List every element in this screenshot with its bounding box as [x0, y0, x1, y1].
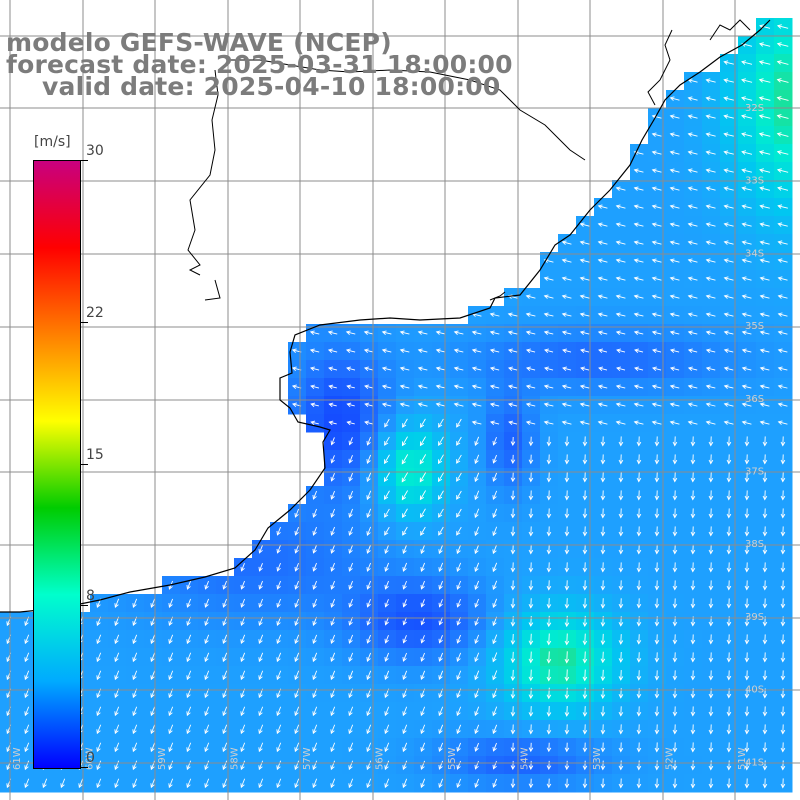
colorbar-unit: [m/s] — [34, 134, 71, 150]
colorbar-tick-label: 22 — [86, 304, 104, 321]
map-title-valid-date: valid date: 2025-04-10 18:00:00 — [42, 72, 501, 101]
longitude-label: 61W — [12, 747, 23, 770]
latitude-label: 37S — [745, 467, 764, 478]
colorbar-tick — [80, 605, 88, 607]
latitude-labels: 32S 33S 34S 35S 36S 37S 38S 39S 40S 41S — [745, 103, 764, 768]
latitude-label: 35S — [745, 321, 764, 332]
latitude-label: 34S — [745, 248, 764, 259]
colorbar-tick-label: 30 — [86, 143, 104, 159]
map-title-forecast-date: forecast date: 2025-03-31 18:00:00 — [6, 50, 513, 79]
colorbar-tick — [80, 321, 88, 323]
map-title-model: modelo GEFS-WAVE (NCEP) — [6, 28, 392, 57]
longitude-label: 54W — [520, 747, 531, 770]
longitude-label: 58W — [230, 747, 241, 770]
latitude-label: 39S — [745, 612, 764, 623]
longitude-label: 56W — [375, 747, 386, 770]
coastline — [0, 19, 771, 613]
latitude-label: 32S — [745, 103, 764, 114]
colorbar — [33, 160, 81, 769]
colorbar-tick-label: 0 — [86, 750, 95, 766]
longitude-label: 59W — [157, 747, 168, 770]
latitude-label: 33S — [745, 176, 764, 187]
longitude-label: 52W — [665, 747, 676, 770]
longitude-labels: 61W 60W 59W 58W 57W 56W 55W 54W 53W 52W 51W — [12, 747, 748, 770]
longitude-label: 60W — [85, 747, 96, 770]
colorbar-tick-label: 15 — [86, 446, 104, 463]
latitude-label: 38S — [745, 539, 764, 550]
colorbar-tick-label: 8 — [86, 588, 95, 605]
colorbar-tick — [80, 160, 88, 161]
colorbar-tick — [80, 767, 88, 768]
latitude-label: 36S — [745, 394, 764, 405]
longitude-label: 55W — [447, 747, 458, 770]
longitude-label: 57W — [302, 747, 313, 770]
longitude-label: 51W — [737, 747, 748, 770]
longitude-label: 53W — [592, 747, 603, 770]
colorbar-tick — [80, 463, 88, 465]
latitude-label: 40S — [745, 685, 764, 696]
latitude-label: 41S — [745, 757, 764, 768]
